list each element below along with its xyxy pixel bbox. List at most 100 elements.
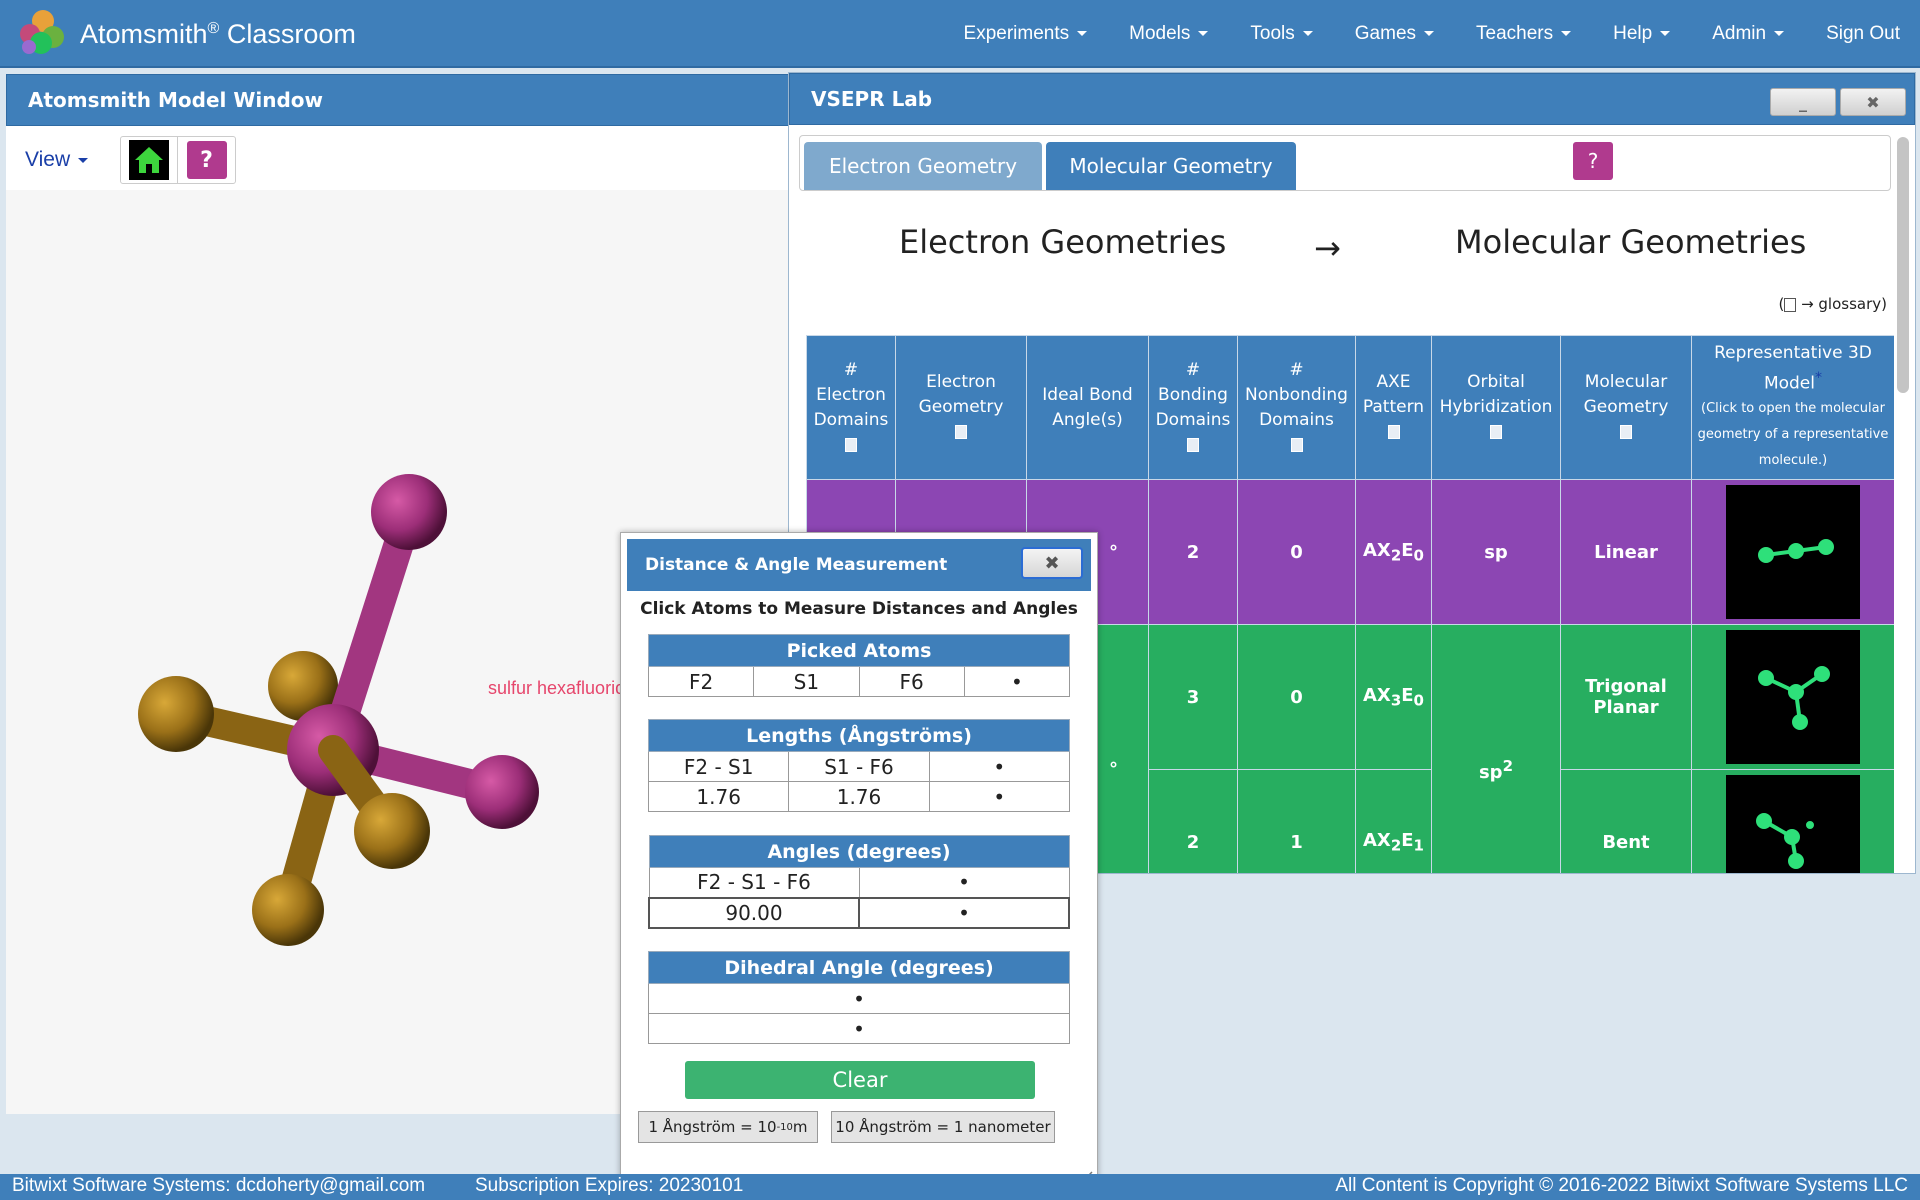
clear-button[interactable]: Clear — [685, 1061, 1035, 1099]
bonding-domains-cell: 2 — [1148, 479, 1238, 625]
brand[interactable]: Atomsmith® Classroom — [20, 10, 356, 56]
vsepr-help-button[interactable]: ? — [1573, 142, 1613, 180]
caret-down-icon — [1561, 31, 1572, 37]
minimize-button[interactable]: _ — [1770, 88, 1836, 116]
model-cell — [1691, 479, 1894, 625]
footer-copyright: All Content is Copyright © 2016-2022 Bit… — [1335, 1175, 1908, 1196]
footer-account: Bitwixt Software Systems: dcdoherty@gmai… — [12, 1175, 426, 1196]
hybridization-cell: sp — [1431, 479, 1561, 625]
document-icon[interactable] — [1187, 437, 1199, 452]
document-icon[interactable] — [1490, 425, 1502, 439]
document-icon[interactable] — [1387, 425, 1400, 439]
menu-teachers[interactable]: Teachers — [1476, 23, 1572, 45]
measurement-dialog-title: Distance & Angle Measurement — [627, 539, 1091, 591]
molecular-geometry-cell: Trigonal Planar — [1560, 624, 1692, 770]
linear-model-thumbnail[interactable] — [1726, 485, 1860, 619]
vsepr-tabs: Electron Geometry Molecular Geometry ? — [799, 135, 1891, 191]
length-pair: S1 - F6 — [788, 751, 930, 782]
angles-table: Angles (degrees) F2 - S1 - F6 • 90.00 • — [648, 835, 1070, 929]
axe-pattern-cell: AX2E0 — [1355, 479, 1432, 625]
heading-molecular-geometries: Molecular Geometries — [1455, 223, 1807, 261]
window-controls: _ ✖ — [1766, 88, 1906, 116]
length-value: 1.76 — [788, 781, 930, 812]
col-electron-geometry: Electron Geometry — [895, 335, 1027, 480]
menu-experiments[interactable]: Experiments — [964, 23, 1088, 45]
close-button[interactable]: ✖ — [1840, 88, 1906, 116]
home-button[interactable] — [121, 137, 178, 183]
axe-pattern-cell: AX3E0 — [1355, 624, 1432, 770]
angstrom-nanometer-note: 10 Ångström = 1 nanometer — [831, 1111, 1055, 1143]
fluorine-atom[interactable] — [268, 651, 338, 721]
caret-down-icon — [1302, 31, 1313, 37]
document-icon[interactable] — [1620, 425, 1632, 439]
model-cell — [1691, 624, 1894, 770]
view-dropdown[interactable]: View — [25, 148, 89, 172]
fluorine-atom[interactable] — [371, 474, 447, 550]
footer-bar: Bitwixt Software Systems: dcdoherty@gmai… — [0, 1174, 1920, 1200]
document-icon[interactable] — [1290, 437, 1303, 452]
molecular-geometry-cell: Bent — [1560, 769, 1692, 873]
angle-triple: F2 - S1 - F6 — [648, 867, 860, 898]
menu-admin[interactable]: Admin — [1712, 23, 1785, 45]
document-icon[interactable] — [845, 437, 857, 452]
caret-down-icon — [1424, 31, 1435, 37]
tab-molecular-geometry[interactable]: Molecular Geometry — [1046, 142, 1296, 190]
col-orbital-hybridization: Orbital Hybridization — [1431, 335, 1561, 480]
vertical-scrollbar[interactable] — [1897, 137, 1909, 393]
measurement-dialog: Distance & Angle Measurement ✖ Click Ato… — [620, 532, 1098, 1188]
trigonal-planar-model-thumbnail[interactable] — [1726, 630, 1860, 764]
vsepr-window-title: VSEPR Lab _ ✖ — [789, 73, 1915, 125]
hybridization-cell: sp2 — [1431, 624, 1561, 873]
fluorine-atom[interactable] — [138, 676, 214, 752]
length-value: • — [928, 781, 1071, 812]
dialog-close-button[interactable]: ✖ — [1021, 547, 1083, 579]
document-icon[interactable] — [955, 425, 967, 439]
menu-help[interactable]: Help — [1613, 23, 1671, 45]
col-nonbonding-domains: # Nonbonding Domains — [1237, 335, 1356, 480]
arrow-right-icon: → — [1314, 229, 1341, 267]
app-title: Atomsmith® Classroom — [80, 18, 356, 49]
sf6-molecule-model[interactable] — [6, 190, 790, 1114]
table-row: ° 2 0 AX2E0 sp Linear — [806, 479, 1894, 625]
length-value: 1.76 — [647, 781, 790, 812]
bent-model-thumbnail[interactable] — [1726, 775, 1860, 873]
document-icon — [1784, 297, 1797, 312]
picked-atoms-table: Picked Atoms F2 S1 F6 • — [647, 634, 1071, 697]
bonding-domains-cell: 2 — [1148, 769, 1238, 873]
heading-electron-geometries: Electron Geometries — [899, 223, 1227, 261]
picked-atom: • — [963, 666, 1071, 697]
dihedral-value: • — [648, 983, 1070, 1014]
col-representative-model: Representative 3D Model* (Click to open t… — [1691, 335, 1894, 480]
nonbonding-domains-cell: 0 — [1237, 624, 1356, 770]
help-icon: ? — [186, 141, 227, 179]
model-help-button[interactable]: ? — [178, 137, 235, 183]
angle-value: • — [858, 896, 1070, 929]
fluorine-atom[interactable] — [252, 874, 324, 946]
col-axe-pattern: AXE Pattern — [1355, 335, 1432, 480]
model-window-title: Atomsmith Model Window — [6, 74, 790, 126]
menu-games[interactable]: Games — [1355, 23, 1435, 45]
footer-subscription: Subscription Expires: 20230101 — [475, 1175, 744, 1196]
picked-atom: S1 — [753, 666, 860, 697]
picked-atom: F6 — [858, 666, 965, 697]
vsepr-lab-window: VSEPR Lab _ ✖ Electron Geometry Molecula… — [788, 72, 1916, 874]
fluorine-atom[interactable] — [354, 793, 430, 869]
menu-tools[interactable]: Tools — [1250, 23, 1313, 45]
geometry-heading: Electron Geometries → Molecular Geometri… — [789, 223, 1899, 273]
model-toolbar: View ? — [6, 126, 790, 188]
caret-down-icon — [1077, 31, 1088, 37]
length-pair: • — [928, 751, 1071, 782]
measurement-instructions: Click Atoms to Measure Distances and Ang… — [640, 599, 1078, 619]
model-tool-group: ? — [120, 136, 236, 184]
dihedral-value: • — [648, 1013, 1070, 1044]
col-electron-domains: # Electron Domains — [806, 335, 896, 480]
glossary-link[interactable]: ( → glossary) — [1778, 295, 1887, 313]
tab-electron-geometry[interactable]: Electron Geometry — [804, 142, 1042, 190]
molecular-geometry-cell: Linear — [1560, 479, 1692, 625]
dihedral-table: Dihedral Angle (degrees) • • — [648, 951, 1070, 1044]
home-icon — [129, 140, 169, 180]
sign-out-link[interactable]: Sign Out — [1826, 23, 1900, 44]
menu-models[interactable]: Models — [1129, 23, 1209, 45]
fluorine-atom[interactable] — [465, 755, 539, 829]
model-cell — [1691, 769, 1894, 873]
